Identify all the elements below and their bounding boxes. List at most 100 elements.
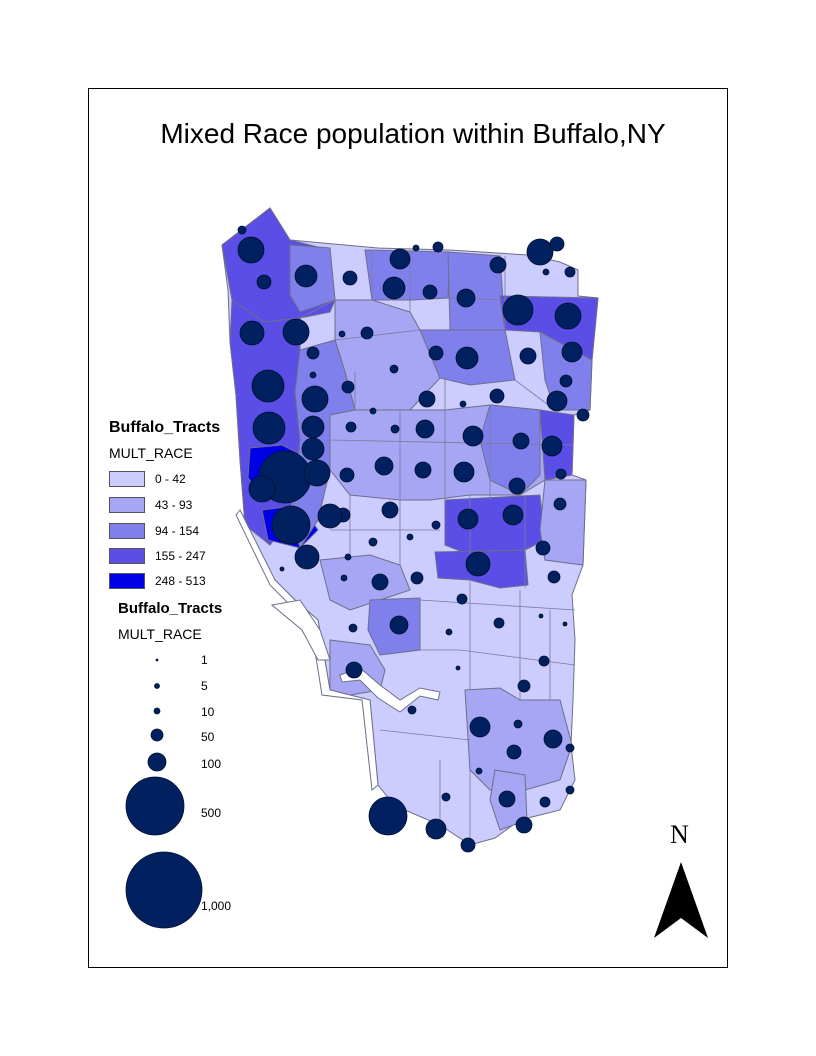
legend-class-2: 43 - 93 — [109, 496, 192, 514]
tract-symbol — [493, 617, 505, 629]
tract-group-south-west — [319, 554, 411, 611]
tract-symbol — [539, 796, 551, 808]
size-label-1000: 1,000 — [201, 899, 232, 913]
tract-symbol — [526, 238, 554, 266]
tract-symbol — [406, 533, 414, 541]
legend-label-1: 0 - 42 — [155, 472, 186, 486]
tract-symbol — [432, 241, 444, 253]
legend-label-2: 43 - 93 — [155, 498, 193, 512]
pier-area — [270, 599, 331, 661]
tract-symbol — [294, 544, 320, 570]
tract-symbol — [344, 553, 352, 561]
north-arrow-icon — [654, 862, 708, 938]
tract-symbol — [576, 408, 590, 422]
tract-symbol — [414, 461, 432, 479]
tract-symbol — [271, 505, 311, 545]
tract-symbol — [301, 437, 325, 461]
tract-symbol — [535, 540, 551, 556]
tract-symbol — [538, 655, 550, 667]
tract-symbol — [561, 341, 583, 363]
size-label-5: 5 — [201, 679, 208, 693]
tract-symbol — [303, 459, 331, 487]
tract-group-east-1 — [539, 331, 593, 411]
tract-symbol — [456, 288, 476, 308]
tract-symbol — [390, 424, 400, 434]
tract-symbol — [301, 415, 325, 439]
tract-symbol — [431, 520, 441, 530]
tract-symbol — [508, 477, 526, 495]
tract-symbol — [389, 364, 399, 374]
tract-symbol — [462, 425, 484, 447]
tract-symbol — [339, 467, 355, 483]
legend-label-5: 248 - 513 — [155, 574, 206, 588]
size-label-500: 500 — [201, 806, 222, 820]
tract-symbol — [428, 345, 444, 361]
tract-symbol — [294, 264, 318, 288]
tract-symbol — [502, 294, 534, 326]
tract-symbol — [252, 411, 286, 445]
tract-symbol — [455, 346, 479, 370]
tract-symbol — [306, 346, 320, 360]
legend-symbol-100 — [147, 752, 167, 772]
tract-symbol — [418, 390, 436, 408]
tract-symbol — [559, 374, 573, 388]
size-label-10: 10 — [201, 705, 215, 719]
tract-symbol — [515, 816, 533, 834]
map-title: Mixed Race population within Buffalo,NY — [160, 118, 666, 149]
tract-symbol — [456, 593, 468, 605]
tract-symbol — [519, 347, 537, 365]
symbol-legend-layer-name: Buffalo_Tracts — [118, 600, 223, 617]
north-arrow-label: N — [670, 820, 689, 849]
legend-class-5: 248 - 513 — [109, 572, 206, 590]
tract-symbol — [237, 236, 265, 264]
tract-symbol — [389, 615, 409, 635]
tract-symbol — [412, 244, 420, 252]
tract-symbol — [445, 628, 453, 636]
tract-symbol — [348, 623, 358, 633]
tract-symbol — [251, 369, 285, 403]
tract-symbol — [279, 566, 285, 572]
tract-symbol — [369, 407, 377, 415]
tract-symbol — [382, 276, 406, 300]
tract-boundaries — [299, 250, 576, 845]
legend-swatch-2 — [109, 497, 145, 513]
legend-label-4: 155 - 247 — [155, 549, 206, 563]
tract-symbol — [345, 421, 357, 433]
legend-symbol-10 — [153, 707, 161, 715]
tract-symbol — [489, 388, 505, 404]
river-channel — [339, 667, 441, 713]
choropleth-legend-layer-name: Buffalo_Tracts — [109, 419, 221, 436]
tract-symbol — [342, 270, 358, 286]
map-frame — [88, 88, 728, 968]
tract-symbol — [248, 475, 276, 503]
tract-symbol — [368, 796, 408, 836]
legend-label-3: 94 - 154 — [155, 524, 200, 538]
tract-symbol — [441, 792, 451, 802]
tract-symbol — [455, 665, 461, 671]
legend-swatch-1 — [109, 471, 145, 487]
size-label-100: 100 — [201, 757, 222, 771]
legend-symbol-50 — [150, 728, 164, 742]
tract-symbol — [368, 537, 378, 547]
tract-symbol — [256, 274, 272, 290]
tract-symbol — [489, 256, 507, 274]
legend-symbol-5 — [154, 683, 160, 689]
legend-symbol-500 — [125, 776, 185, 836]
tract-symbol — [415, 419, 435, 439]
tract-symbol — [460, 837, 476, 853]
tract-symbol — [239, 320, 265, 346]
tract-symbol — [381, 501, 399, 519]
tract-symbol — [407, 705, 417, 715]
size-label-1: 1 — [201, 653, 208, 667]
tract-symbol — [338, 330, 346, 338]
tract-symbol — [513, 719, 523, 729]
tract-symbol — [374, 456, 394, 476]
tract-symbol — [371, 573, 389, 591]
tract-symbol — [553, 497, 567, 511]
tract-symbol — [425, 818, 447, 840]
tract-symbol — [309, 371, 317, 379]
tract-symbol — [512, 432, 530, 450]
tract-symbol — [498, 790, 516, 808]
tract-symbol — [564, 266, 576, 278]
